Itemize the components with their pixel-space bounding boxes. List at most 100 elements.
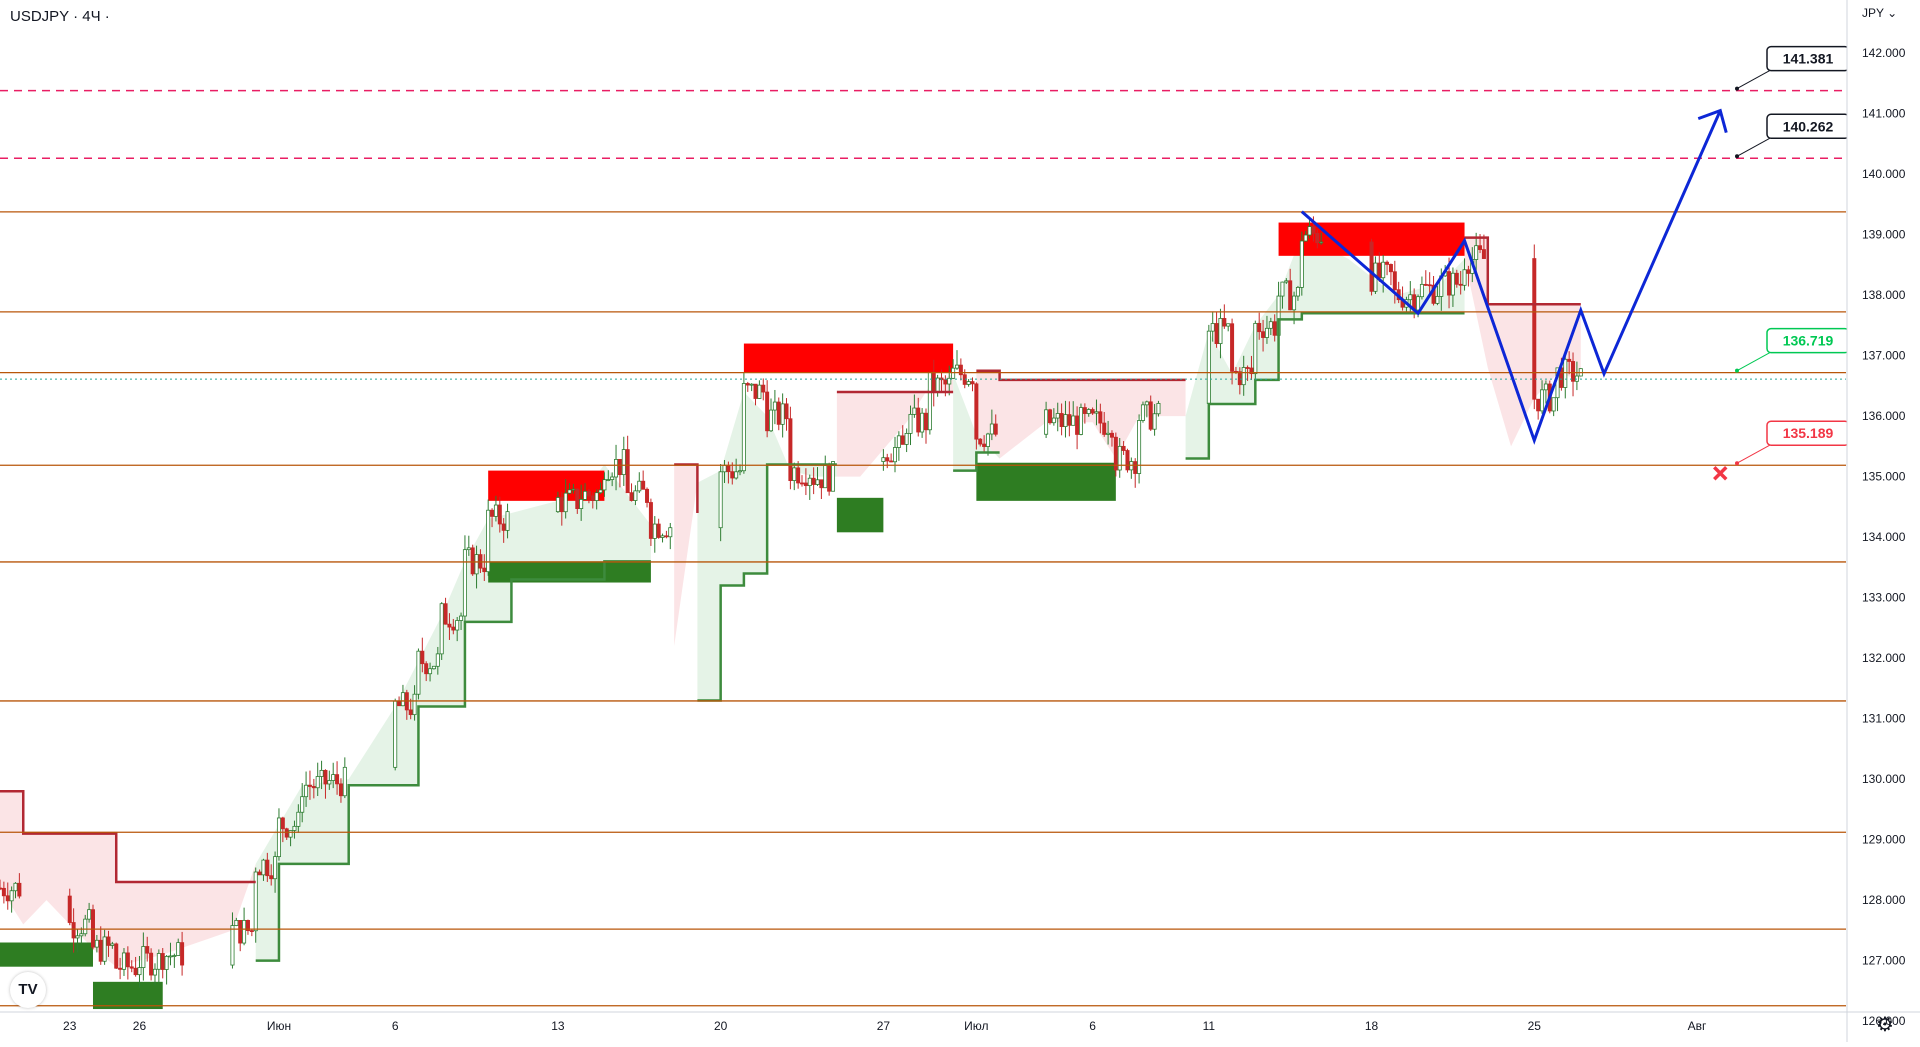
candle-body bbox=[1226, 323, 1231, 327]
candle-body bbox=[800, 482, 805, 485]
candle-body bbox=[1, 887, 6, 897]
candle-body bbox=[1551, 397, 1556, 412]
candle-body bbox=[1082, 407, 1087, 414]
candle-body bbox=[408, 709, 413, 716]
downtrend-line bbox=[976, 369, 1186, 382]
candle-body bbox=[1051, 417, 1056, 424]
candle-body bbox=[493, 504, 498, 517]
candle-body bbox=[1055, 413, 1060, 419]
candle-body bbox=[439, 603, 444, 655]
candle-body bbox=[1264, 327, 1269, 338]
candle-body bbox=[1447, 271, 1452, 296]
candle-body bbox=[1144, 401, 1149, 406]
price-axis[interactable]: 126.000 127.000 128.000 129.000 130.000 131.0… bbox=[1846, 0, 1920, 1042]
candle-body bbox=[1241, 367, 1246, 386]
candle-body bbox=[575, 488, 580, 510]
candle-body bbox=[1458, 283, 1463, 286]
candle-body bbox=[490, 509, 495, 517]
candle-body bbox=[102, 936, 107, 962]
time-tick-label: 27 bbox=[877, 1019, 891, 1033]
price-tick-label: 141.000 bbox=[1862, 107, 1906, 121]
candle-body bbox=[935, 377, 940, 392]
candle-body bbox=[455, 620, 460, 631]
projection-arrowhead bbox=[1697, 108, 1728, 134]
candle-body bbox=[447, 623, 452, 628]
time-tick-label: 25 bbox=[1528, 1019, 1542, 1033]
candle-body bbox=[474, 554, 479, 575]
candle-body bbox=[1454, 272, 1459, 285]
currency-selector[interactable]: JPY ⌄ bbox=[1862, 6, 1897, 20]
candle-body bbox=[462, 549, 467, 617]
candle-body bbox=[1071, 415, 1076, 426]
candle-body bbox=[1156, 403, 1161, 415]
candle-body bbox=[501, 523, 506, 531]
candle-body bbox=[420, 650, 425, 665]
candle-body bbox=[1377, 262, 1382, 279]
candle-body bbox=[583, 490, 588, 500]
demand-zone bbox=[0, 942, 93, 967]
candle-body bbox=[164, 955, 169, 970]
candle-body bbox=[435, 653, 440, 667]
candle-body bbox=[288, 830, 293, 838]
candle-body bbox=[1303, 234, 1308, 242]
supply-zone bbox=[743, 343, 954, 373]
candle-body bbox=[1563, 358, 1568, 388]
supertrend-lines bbox=[0, 236, 1581, 962]
candle-body bbox=[83, 918, 88, 935]
demand-zone bbox=[836, 497, 884, 533]
time-tick-label: 20 bbox=[714, 1019, 728, 1033]
candle-body bbox=[579, 499, 584, 510]
candle-body bbox=[1307, 226, 1312, 236]
candle-body bbox=[811, 477, 816, 485]
candle-body bbox=[300, 796, 305, 813]
tradingview-logo-icon[interactable]: TV bbox=[10, 972, 46, 1008]
price-tick-label: 134.000 bbox=[1862, 530, 1906, 544]
downtrend-fill bbox=[1464, 237, 1581, 447]
candle-body bbox=[1075, 415, 1080, 435]
downtrend-line bbox=[1464, 236, 1581, 306]
candle-body bbox=[1419, 283, 1424, 298]
candle-body bbox=[718, 471, 723, 529]
candle-body bbox=[1466, 269, 1471, 274]
candle-body bbox=[1102, 422, 1107, 435]
candle-body bbox=[1388, 264, 1393, 273]
candle-body bbox=[606, 479, 611, 481]
candle-body bbox=[1369, 241, 1374, 292]
candle-body bbox=[590, 495, 595, 501]
candle-body bbox=[641, 480, 646, 490]
candle-body bbox=[307, 784, 312, 787]
candle-body bbox=[1059, 413, 1064, 427]
time-axis[interactable]: 23 26 Июн 6 13 20 27 Июл 6 11 18 25 Авг bbox=[0, 1011, 1920, 1033]
candle-body bbox=[152, 968, 157, 976]
candle-body bbox=[443, 603, 448, 625]
price-tick-label: 137.000 bbox=[1862, 349, 1906, 363]
candle-body bbox=[621, 449, 626, 476]
candle-body bbox=[594, 492, 599, 501]
stop-x-icon bbox=[1713, 465, 1728, 481]
time-tick-label: 6 bbox=[1089, 1019, 1096, 1033]
candle-body bbox=[734, 471, 739, 479]
candle-body bbox=[881, 457, 886, 462]
symbol-title[interactable]: USDJPY · 4Ч · bbox=[10, 8, 110, 25]
gear-icon[interactable]: ⚙ bbox=[1876, 1014, 1894, 1036]
chevron-down-icon: ⌄ bbox=[1887, 6, 1898, 20]
callout-label: 140.262 bbox=[1783, 118, 1834, 134]
time-tick-label: 11 bbox=[1203, 1019, 1216, 1033]
candle-body bbox=[486, 509, 491, 573]
candle-body bbox=[79, 933, 84, 937]
projection[interactable]: 141.381 140.262 136.719 135.189 bbox=[1300, 45, 1850, 481]
candle-body bbox=[1078, 407, 1083, 435]
candle-body bbox=[1385, 261, 1390, 265]
price-tick-label: 126.000 bbox=[1862, 1014, 1906, 1028]
candle-body bbox=[1435, 296, 1440, 304]
candle-body bbox=[327, 780, 332, 785]
candle-body bbox=[947, 377, 952, 385]
candle-body bbox=[261, 859, 266, 876]
candle-body bbox=[110, 943, 115, 946]
time-tick-label: 26 bbox=[133, 1019, 147, 1033]
candle-body bbox=[567, 489, 572, 494]
candle-body bbox=[730, 471, 735, 479]
